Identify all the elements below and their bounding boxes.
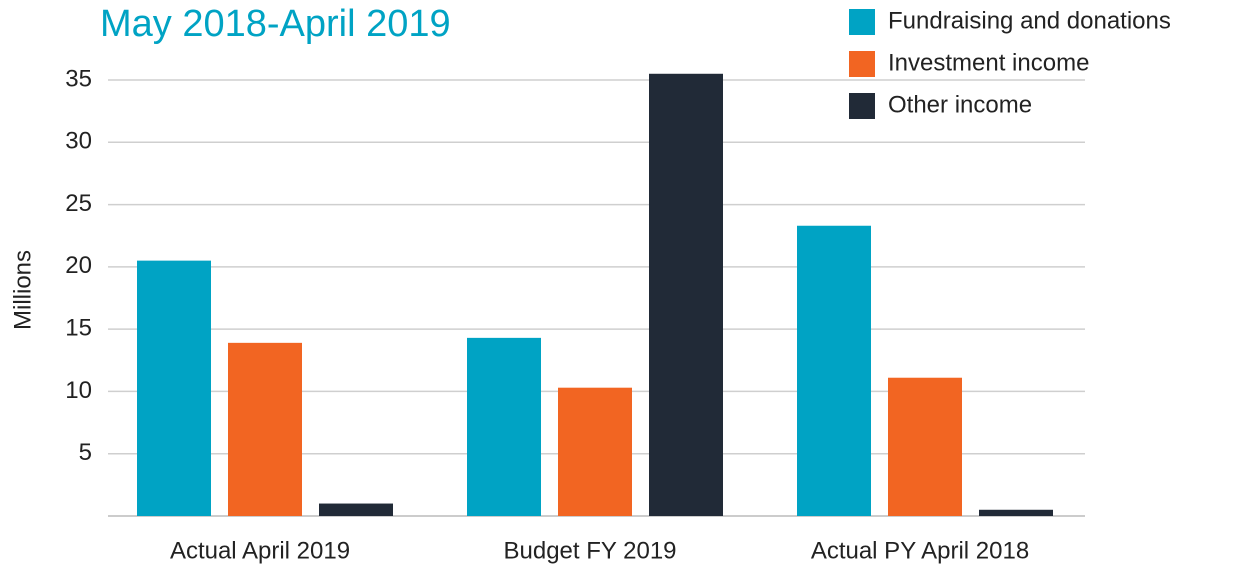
x-tick-label: Actual PY April 2018: [811, 537, 1029, 564]
y-tick-label: 25: [65, 190, 92, 217]
chart-title: May 2018-April 2019: [100, 3, 451, 45]
y-tick-label: 35: [65, 65, 92, 92]
y-tick-label: 5: [79, 439, 92, 466]
bar: [649, 73, 723, 517]
y-axis-label: Millions: [9, 250, 36, 330]
legend-swatch: [849, 51, 875, 77]
bar: [319, 503, 393, 516]
legend-swatch: [849, 9, 875, 35]
y-tick-label: 15: [65, 314, 92, 341]
bar: [467, 337, 541, 516]
y-tick-label: 10: [65, 377, 92, 404]
x-tick-label: Actual April 2019: [170, 537, 350, 564]
bar: [797, 225, 871, 516]
bar: [558, 387, 632, 516]
legend-label: Investment income: [888, 49, 1089, 76]
bar: [888, 377, 962, 516]
bar: [979, 509, 1053, 516]
x-tick-label: Budget FY 2019: [503, 537, 676, 564]
legend-label: Other income: [888, 91, 1032, 118]
legend-swatch: [849, 93, 875, 119]
legend-label: Fundraising and donations: [888, 7, 1171, 34]
y-tick-label: 30: [65, 128, 92, 155]
bar: [228, 342, 302, 516]
y-tick-label: 20: [65, 252, 92, 279]
bar: [137, 260, 211, 516]
